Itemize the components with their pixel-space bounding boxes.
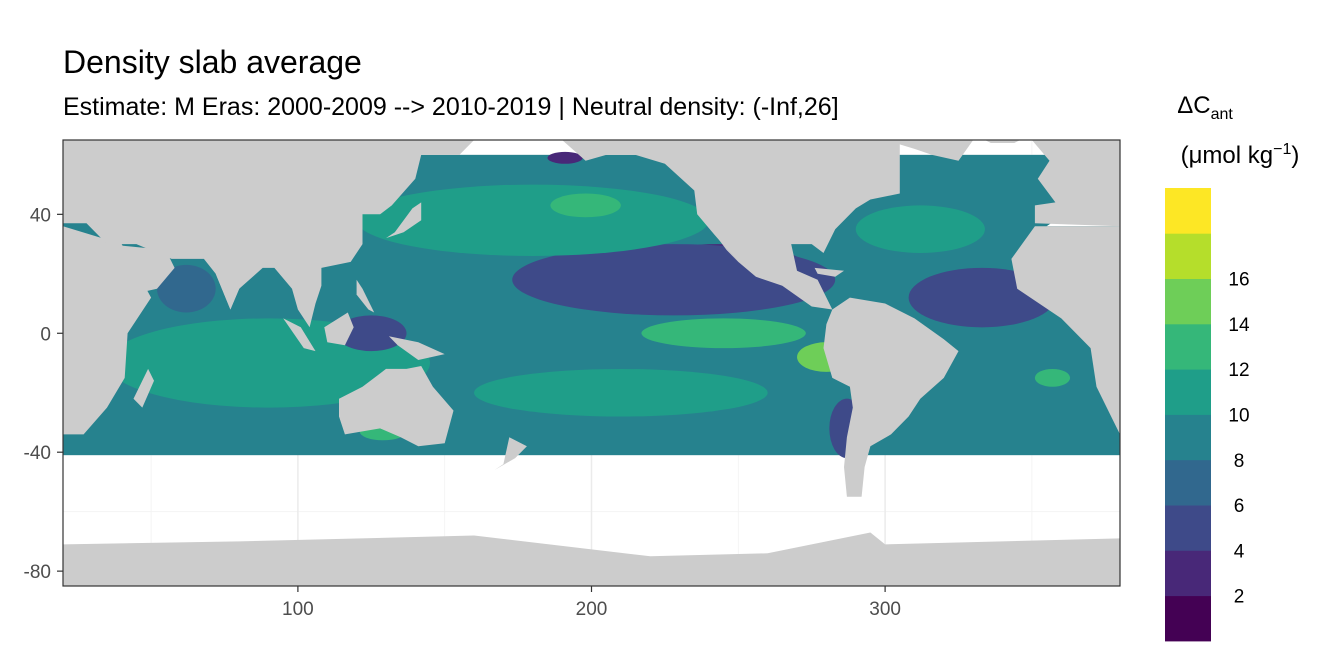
legend-bin bbox=[1165, 505, 1211, 551]
land-sumatra bbox=[283, 318, 316, 352]
legend-label-value: 2 bbox=[1234, 587, 1245, 608]
field-region-north-atlantic-high bbox=[855, 205, 985, 253]
legend-label-value: 14 bbox=[1228, 315, 1250, 336]
land-iceland bbox=[984, 140, 1021, 143]
land-new-guinea bbox=[388, 336, 445, 360]
field-region-indonesia-low bbox=[336, 315, 407, 352]
legend-label-value: 12 bbox=[1228, 360, 1249, 381]
legend-label-value: 16 bbox=[1228, 270, 1249, 291]
legend-title-sub: ant bbox=[1211, 106, 1234, 123]
land-india-tip bbox=[215, 273, 245, 310]
legend-unit-prefix: (μmol kg bbox=[1181, 142, 1274, 169]
legend-title-main: ΔC bbox=[1177, 92, 1210, 119]
x-tick-label: 100 bbox=[282, 599, 314, 620]
legend-bin bbox=[1165, 459, 1211, 506]
y-axis: 40 0 -40 -80 bbox=[24, 205, 63, 583]
x-tick-label: 200 bbox=[576, 599, 608, 620]
land-cuba bbox=[814, 267, 844, 277]
y-tick-label: 0 bbox=[40, 324, 51, 345]
x-tick-label: 300 bbox=[869, 599, 901, 620]
legend-bin bbox=[1165, 233, 1211, 279]
color-legend: ΔCant (μmol kg−1) 2 4 6 8 10 12 14 16 bbox=[1165, 92, 1300, 642]
land-south-america bbox=[823, 297, 959, 497]
field-region-north-pacific-high bbox=[356, 184, 709, 256]
chart-subtitle: Estimate: M Eras: 2000-2009 --> 2010-201… bbox=[63, 93, 839, 121]
field-region-south-pacific-high bbox=[474, 368, 768, 417]
legend-labels: 2 4 6 8 10 12 14 16 bbox=[1228, 270, 1250, 608]
x-axis: 100 200 300 bbox=[282, 586, 901, 620]
map-panel bbox=[63, 140, 1120, 586]
legend-bin bbox=[1165, 278, 1211, 325]
legend-unit-sup: −1 bbox=[1273, 141, 1291, 158]
y-tick-label: -40 bbox=[24, 443, 51, 464]
field-region-south-atlantic-high bbox=[1034, 368, 1071, 387]
legend-label-value: 4 bbox=[1234, 541, 1245, 562]
legend-bin bbox=[1165, 188, 1211, 234]
land-greenland bbox=[885, 140, 974, 161]
land-masks bbox=[63, 140, 1120, 586]
legend-title: ΔCant bbox=[1177, 92, 1233, 123]
y-tick-label: 40 bbox=[30, 205, 51, 226]
land-australia bbox=[339, 366, 454, 447]
land-japan bbox=[386, 202, 422, 239]
y-tick-label: -80 bbox=[24, 562, 51, 583]
field-region-arabian-sea-low bbox=[156, 264, 216, 313]
legend-label-value: 8 bbox=[1234, 451, 1245, 472]
field-region-kamchatka-low bbox=[547, 151, 583, 164]
land-eurasia bbox=[63, 140, 475, 328]
legend-bin bbox=[1165, 595, 1211, 642]
land-arabia bbox=[107, 244, 175, 295]
legend-color-bar bbox=[1165, 188, 1211, 642]
legend-bin bbox=[1165, 369, 1211, 415]
field-region-subpolar-pacific-high bbox=[550, 193, 621, 218]
land-borneo bbox=[324, 312, 354, 346]
legend-bin bbox=[1165, 414, 1211, 461]
legend-unit-suffix: ) bbox=[1291, 142, 1299, 169]
land-madagascar bbox=[133, 368, 154, 408]
legend-unit: (μmol kg−1) bbox=[1181, 141, 1300, 169]
legend-bin bbox=[1165, 550, 1211, 597]
chart-title: Density slab average bbox=[63, 44, 362, 80]
land-new-zealand bbox=[494, 437, 527, 470]
land-europe-west bbox=[1031, 140, 1120, 227]
land-africa-east bbox=[1011, 226, 1120, 435]
land-antarctica bbox=[63, 532, 1120, 586]
field-region-equatorial-pacific-high bbox=[641, 318, 806, 349]
land-philippines bbox=[356, 279, 375, 313]
land-north-america bbox=[562, 140, 900, 310]
legend-label-value: 10 bbox=[1228, 406, 1249, 427]
legend-bin bbox=[1165, 323, 1211, 370]
legend-label-value: 6 bbox=[1234, 496, 1245, 517]
